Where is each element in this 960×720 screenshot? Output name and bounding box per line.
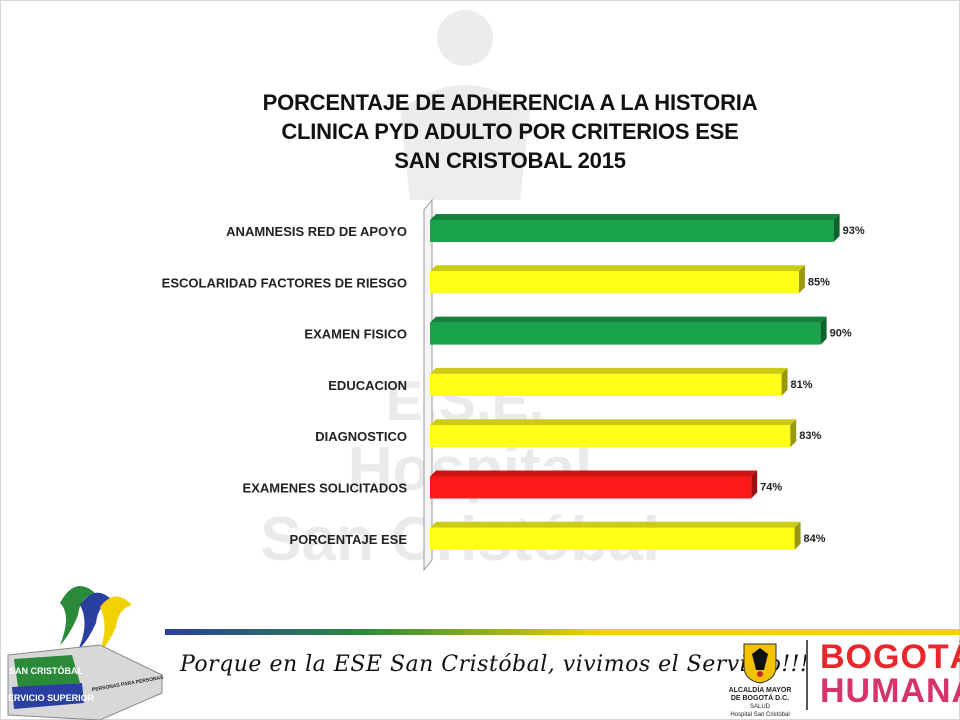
category-label: DIAGNOSTICO (315, 429, 407, 444)
bar-end-face (798, 265, 805, 294)
logo-badge-bottom (12, 683, 84, 709)
bar (430, 419, 797, 448)
chart-title: PORCENTAJE DE ADHERENCIA A LA HISTORIA C… (140, 88, 880, 175)
data-label: 74% (760, 482, 782, 494)
bar-front-face (430, 527, 795, 550)
bar-top-face (430, 470, 758, 477)
bar (430, 316, 827, 345)
bar (430, 367, 788, 396)
logo-badge-top (14, 655, 80, 687)
category-label: ESCOLARIDAD FACTORES DE RIESGO (162, 275, 407, 290)
bar-end-face (790, 419, 797, 448)
bar-top-face (430, 265, 805, 272)
data-label: 81% (791, 379, 813, 391)
bar-top-face (430, 521, 801, 528)
logo-badge-text-2: SERVICIO SUPERIOR (2, 693, 95, 703)
data-label: 90% (830, 328, 852, 340)
alcaldia-text-2: DE BOGOTÁ D.C. (730, 695, 790, 702)
bar (430, 521, 801, 550)
bogota-coat-of-arms-icon (743, 643, 777, 684)
category-label: EXAMEN FISICO (304, 327, 407, 342)
alcaldia-text-4: Hospital San Cristóbal (730, 712, 790, 718)
category-label: EXAMENES SOLICITADOS (243, 481, 408, 496)
chart-title-line-1: PORCENTAJE DE ADHERENCIA A LA HISTORIA (262, 90, 758, 115)
chart-title-line-2: CLINICA PYD ADULTO POR CRITERIOS ESE (281, 119, 739, 144)
chart-title-line-3: SAN CRISTOBAL 2015 (394, 148, 626, 173)
bar-end-face (794, 521, 801, 550)
bar-front-face (430, 476, 752, 499)
footer-slogan: Porque en la ESE San Cristóbal, vivimos … (180, 652, 810, 677)
bar (430, 265, 805, 294)
bar-group: ANAMNESIS RED DE APOYO 93% ESCOLARIDAD FAC… (162, 214, 865, 550)
data-label: 83% (799, 430, 821, 442)
bar-end-face (751, 470, 758, 499)
category-label: PORCENTAJE ESE (289, 532, 407, 547)
humana-text: HUMANA (820, 672, 960, 710)
data-label: 93% (843, 225, 865, 237)
logo-s-yellow (98, 596, 132, 655)
bar (430, 214, 840, 242)
watermark-figure-head (437, 10, 493, 66)
bar-front-face (430, 425, 791, 448)
logo-s-blue (78, 592, 112, 650)
bar-front-face (430, 322, 821, 345)
bar-top-face (430, 214, 840, 220)
bar-front-face (430, 373, 782, 396)
logo-s-green (60, 585, 95, 645)
footer-color-band (165, 629, 960, 635)
bar (430, 470, 758, 499)
bar-chart: ANAMNESIS RED DE APOYO 93% ESCOLARIDAD FAC… (162, 198, 865, 572)
category-label: EDUCACION (328, 378, 407, 393)
bar-end-face (833, 214, 840, 242)
category-label: ANAMNESIS RED DE APOYO (226, 224, 407, 239)
bar-front-face (430, 220, 834, 242)
alcaldia-text-1: ALCALDÍA MAYOR (728, 687, 792, 694)
bar-end-face (781, 367, 788, 396)
bar-top-face (430, 367, 788, 374)
watermark-figure-body (400, 85, 530, 200)
bar-front-face (430, 271, 799, 294)
bar-top-face (430, 316, 827, 323)
san-cristobal-logo: SAN CRISTÓBAL SERVICIO SUPERIOR PERSONAS… (2, 585, 165, 720)
bar-top-face (430, 419, 797, 426)
bogota-text: BOGOTÁ (820, 638, 960, 676)
logo-badge-text-1: SAN CRISTÓBAL (9, 665, 84, 676)
alcaldia-text-3: SALUD (749, 704, 770, 710)
data-label: 84% (804, 533, 826, 545)
bar-end-face (820, 316, 827, 345)
bogota-humana-logo: BOGOTÁ HUMANA (820, 638, 960, 712)
alcaldia-logo: ALCALDÍA MAYOR DE BOGOTÁ D.C. SALUD Hosp… (720, 640, 800, 718)
footer-divider (806, 640, 808, 710)
data-label: 85% (808, 276, 830, 288)
